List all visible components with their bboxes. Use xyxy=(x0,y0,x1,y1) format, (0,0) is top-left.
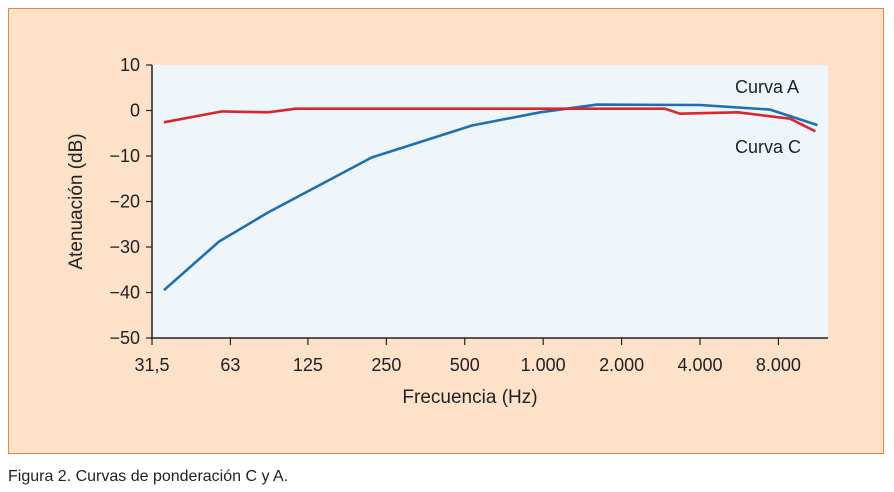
x-tick-label: 250 xyxy=(371,355,401,375)
x-tick-label: 4.000 xyxy=(677,355,722,375)
plot-area xyxy=(152,65,828,338)
x-tick-label: 500 xyxy=(450,355,480,375)
series-line-curva-c xyxy=(163,107,816,133)
x-axis-label: Frecuencia (Hz) xyxy=(402,387,537,408)
y-axis-label: Atenuación (dB) xyxy=(66,133,87,269)
y-tick-label: −20 xyxy=(109,192,140,212)
y-tick-label: 0 xyxy=(130,101,140,121)
y-tick-label: 10 xyxy=(120,55,140,75)
y-tick-label: −50 xyxy=(109,328,140,348)
figure-caption: Figura 2. Curvas de ponderación C y A. xyxy=(8,468,289,485)
x-tick-label: 1.000 xyxy=(521,355,566,375)
x-tick-label: 63 xyxy=(220,355,240,375)
x-tick-label: 8.000 xyxy=(756,355,801,375)
series-label-curva-c: Curva C xyxy=(735,137,801,157)
y-tick-label: −30 xyxy=(109,237,140,257)
x-tick-label: 31,5 xyxy=(134,355,169,375)
x-tick-label: 125 xyxy=(293,355,323,375)
y-tick-label: −10 xyxy=(109,146,140,166)
series-label-curva-a: Curva A xyxy=(735,77,799,97)
series-line-curva-a xyxy=(163,103,818,292)
x-tick-label: 2.000 xyxy=(599,355,644,375)
y-tick-label: −40 xyxy=(109,283,140,303)
